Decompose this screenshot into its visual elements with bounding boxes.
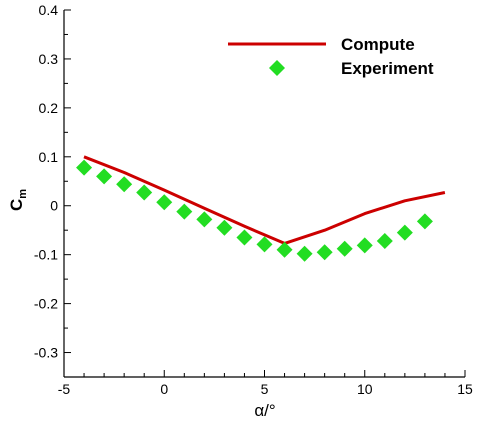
ticks: -0.3 -0.2 -0.1 0 0.1 0.2 0.3 0.4 -5 0 5 10 15 (34, 2, 473, 397)
compute-series-line (83, 155, 446, 245)
y-tick-label: 0 (50, 198, 58, 214)
legend: Compute Experiment (228, 35, 434, 78)
x-axis-title: α/° (254, 401, 275, 420)
experiment-point (96, 168, 113, 185)
experiment-point (276, 241, 293, 258)
experiment-point (156, 194, 173, 211)
experiment-point (356, 237, 373, 254)
experiment-point (216, 219, 233, 236)
experiment-point (396, 224, 413, 241)
experiment-point (376, 232, 393, 249)
experiment-point (116, 176, 133, 193)
experiment-point (76, 159, 93, 176)
legend-label: Compute (341, 35, 415, 54)
y-axis-title: Cm (7, 189, 29, 211)
legend-diamond-marker (269, 60, 285, 76)
experiment-point (176, 203, 193, 220)
x-tick-label: 10 (357, 381, 373, 397)
experiment-point (316, 244, 333, 261)
y-axis-title-main: C (7, 199, 26, 211)
experiment-point (296, 245, 313, 262)
y-tick-label: -0.1 (34, 247, 58, 263)
y-tick-label: 0.4 (39, 2, 59, 18)
y-tick-label: 0.2 (39, 100, 59, 116)
x-tick-label: 0 (160, 381, 168, 397)
experiment-point (336, 240, 353, 257)
x-tick-label: 5 (261, 381, 269, 397)
experiment-point (196, 211, 213, 228)
x-tick-label: 15 (457, 381, 473, 397)
y-tick-label: 0.3 (39, 51, 59, 67)
x-tick-label: -5 (58, 381, 71, 397)
y-tick-label: 0.1 (39, 149, 59, 165)
experiment-point (256, 236, 273, 253)
y-tick-label: -0.3 (34, 345, 58, 361)
experiment-point (416, 213, 433, 230)
series-layer (76, 155, 446, 262)
y-axis-title-subscript: m (17, 189, 29, 199)
y-tick-label: -0.2 (34, 296, 58, 312)
legend-label: Experiment (341, 59, 434, 78)
experiment-point (136, 184, 153, 201)
experiment-point (236, 229, 253, 246)
